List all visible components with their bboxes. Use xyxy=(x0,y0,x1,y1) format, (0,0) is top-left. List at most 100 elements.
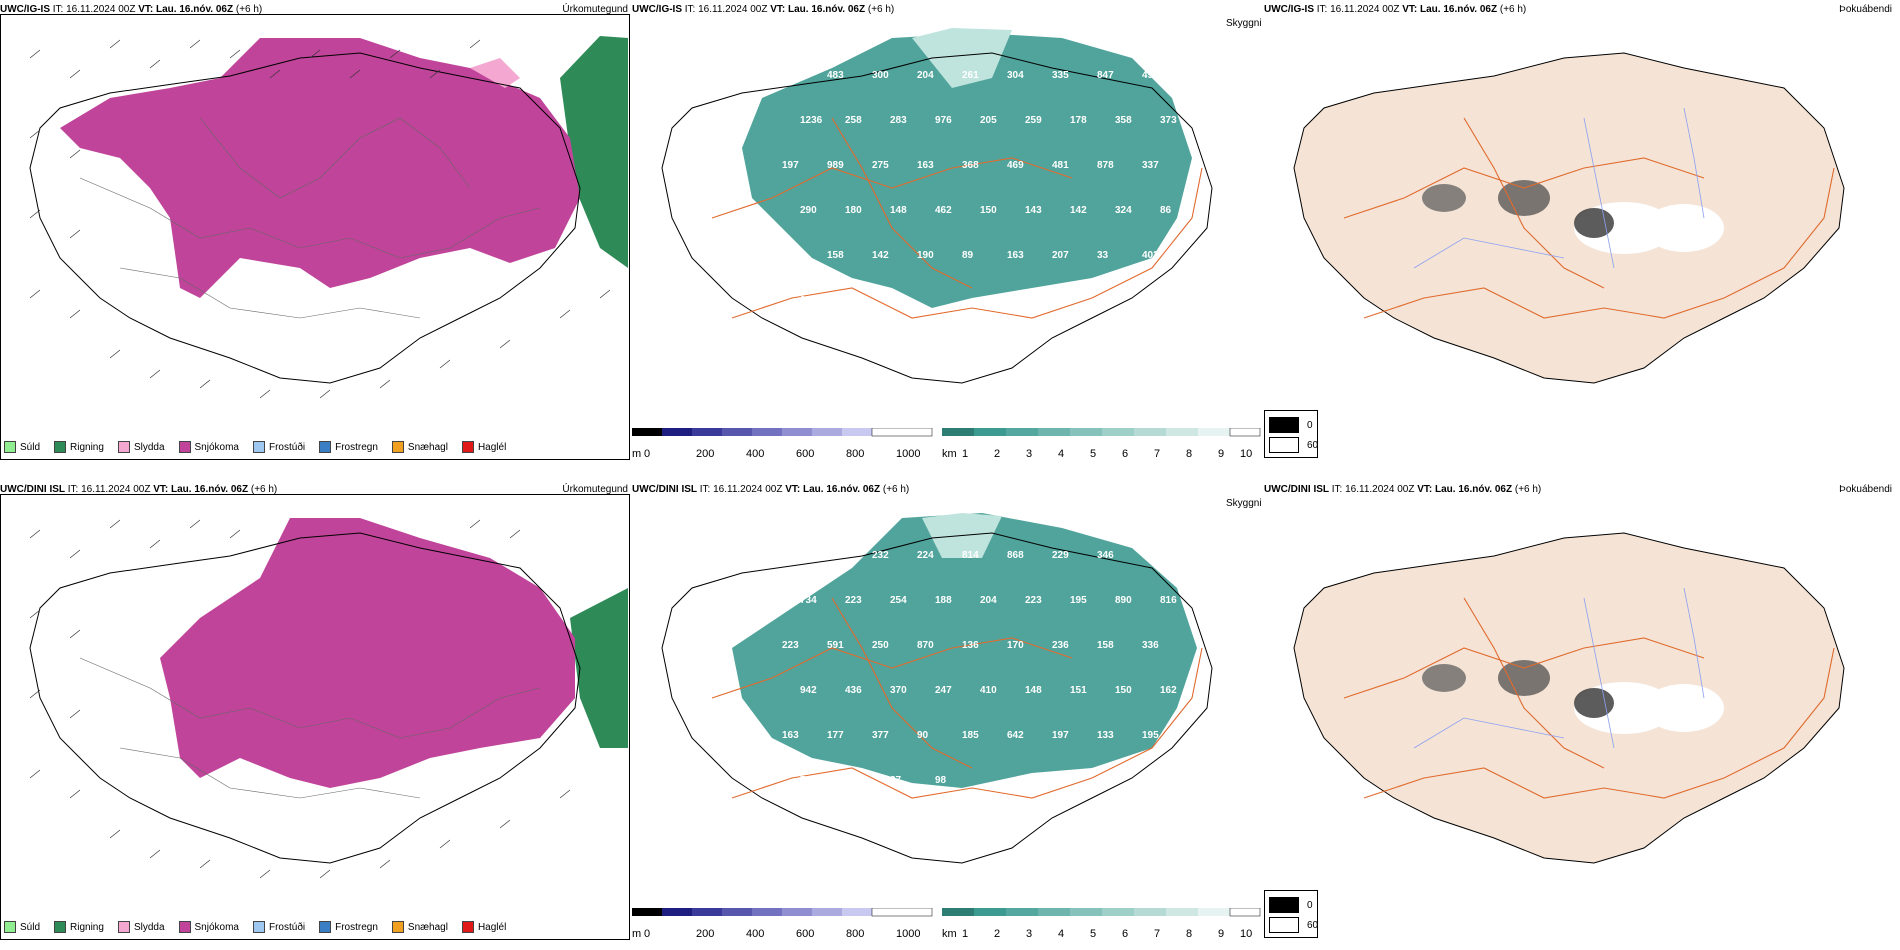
vis-tick: 5 xyxy=(1090,928,1097,940)
visibility-value: 250 xyxy=(872,640,889,651)
fog-legend-dark: 0 xyxy=(1269,897,1313,913)
map-frame xyxy=(0,494,630,940)
elev-tick: 600 xyxy=(796,928,815,940)
visibility-value: 162 xyxy=(1160,685,1177,696)
legend-item: Frostúði xyxy=(252,440,305,454)
legend-item: Frostregn xyxy=(319,920,378,934)
visibility-value: 224 xyxy=(917,550,934,561)
panel-header: UWC/IG-IS IT: 16.11.2024 00Z VT: Lau. 16… xyxy=(0,4,628,15)
vis-tick: 1 xyxy=(962,928,969,940)
visibility-value: 239 xyxy=(782,550,799,561)
visibility-value: 436 xyxy=(845,685,862,696)
visibility-values: 828 483 300 204 261 304 335 847 493 1236 258 283 976… xyxy=(782,70,1177,306)
legend-item: Frostregn xyxy=(319,440,378,454)
visibility-value: 158 xyxy=(827,250,844,261)
fog-legend-row1: 0 60 xyxy=(1264,410,1318,458)
visibility-value: 403 xyxy=(1142,250,1159,261)
visibility-value: 324 xyxy=(1115,205,1132,216)
elev-tick: 400 xyxy=(746,448,765,460)
elev-tick: 800 xyxy=(846,448,865,460)
visibility-value: 942 xyxy=(800,685,817,696)
visibility-value: 163 xyxy=(782,730,799,741)
visibility-value: 90 xyxy=(917,730,929,741)
legend-item: Rigning xyxy=(54,440,104,454)
visibility-value: 469 xyxy=(1007,160,1024,171)
visibility-value: 493 xyxy=(1142,70,1159,81)
visibility-value: 283 xyxy=(890,115,907,126)
visibility-value: 82 xyxy=(782,250,794,261)
visibility-value: 150 xyxy=(980,205,997,216)
vis-tick: 6 xyxy=(1122,448,1129,460)
elev-tick: 600 xyxy=(796,448,815,460)
visibility-value: 258 xyxy=(845,115,862,126)
precip-legend: Súld Rigning Slydda Snjókoma Frostúði Fr… xyxy=(4,920,506,934)
visibility-value: 195 xyxy=(1142,730,1159,741)
visibility-map: 239 246 232 224 814 868 229 346 325 734 223 254 188 2… xyxy=(661,513,1213,864)
visibility-value: 275 xyxy=(872,160,889,171)
visibility-value: 734 xyxy=(800,595,817,606)
visibility-colorbar xyxy=(942,428,1261,437)
vis-tick: 3 xyxy=(1026,928,1033,940)
visibility-value: 312 xyxy=(800,295,817,306)
visibility-value: 814 xyxy=(962,550,979,561)
legend-item: Haglél xyxy=(461,440,506,454)
visibility-value: 828 xyxy=(782,70,799,81)
visibility-value: 642 xyxy=(1007,730,1024,741)
fog-legend-row2: 0 60 xyxy=(1264,890,1318,938)
vis-tick: 8 xyxy=(1186,928,1193,940)
vis-tick: 5 xyxy=(1090,448,1097,460)
panel-header: UWC/DINI ISL IT: 16.11.2024 00Z VT: Lau.… xyxy=(632,484,910,495)
visibility-value: 368 xyxy=(962,160,979,171)
visibility-value: 178 xyxy=(1070,115,1087,126)
colorbars xyxy=(632,428,1261,437)
panel-title: Þokuábendi xyxy=(1839,484,1892,495)
visibility-value: 325 xyxy=(1142,550,1159,561)
vis-tick: 7 xyxy=(1154,448,1161,460)
visibility-value: 133 xyxy=(1097,730,1114,741)
visibility-value: 197 xyxy=(782,160,799,171)
visibility-value: 205 xyxy=(980,115,997,126)
legend-item: Snæhagl xyxy=(391,440,448,454)
elev-tick: 1000 xyxy=(896,928,921,940)
precip-type-map xyxy=(29,36,628,399)
vis-tick: 8 xyxy=(1186,448,1193,460)
visibility-value: 358 xyxy=(1115,115,1132,126)
vis-tick: 4 xyxy=(1058,928,1065,940)
visibility-value: 148 xyxy=(1025,685,1042,696)
legend-item: Frostúði xyxy=(252,920,305,934)
visibility-value: 204 xyxy=(917,70,934,81)
visibility-value: 148 xyxy=(890,205,907,216)
panel-header: UWC/DINI ISL IT: 16.11.2024 00Z VT: Lau.… xyxy=(1264,484,1892,495)
visibility-value: 335 xyxy=(1052,70,1069,81)
visibility-value: 177 xyxy=(827,730,844,741)
visibility-value: 37 xyxy=(890,775,902,786)
visibility-value: 236 xyxy=(1052,640,1069,651)
visibility-value: 976 xyxy=(935,115,952,126)
visibility-value: 223 xyxy=(1025,595,1042,606)
elev-tick: 1000 xyxy=(896,448,921,460)
visibility-value: 163 xyxy=(1007,250,1024,261)
legend-item: Rigning xyxy=(54,920,104,934)
visibility-value: 143 xyxy=(1025,205,1042,216)
visibility-panel-row2: UWC/DINI ISL IT: 16.11.2024 00Z VT: Lau.… xyxy=(632,480,1262,944)
visibility-value: 74 xyxy=(800,775,812,786)
legend-item: Slydda xyxy=(117,920,165,934)
visibility-value: 462 xyxy=(935,205,952,216)
panel-header: UWC/DINI ISL IT: 16.11.2024 00Z VT: Lau.… xyxy=(0,484,628,495)
elevation-colorbar xyxy=(632,908,933,917)
visibility-value: 207 xyxy=(1052,250,1069,261)
vis-tick: 10 xyxy=(1240,928,1253,940)
legend-item: Haglél xyxy=(461,920,506,934)
vis-tick: 1 xyxy=(962,448,969,460)
elevation-unit: m xyxy=(632,928,642,940)
fog-legend-light: 60 xyxy=(1269,437,1318,453)
visibility-value: 246 xyxy=(827,550,844,561)
visibility-value: 142 xyxy=(1070,205,1087,216)
vis-tick: 9 xyxy=(1218,448,1225,460)
visibility-value: 136 xyxy=(962,640,979,651)
elevation-unit: m xyxy=(632,448,642,460)
vis-tick: 3 xyxy=(1026,448,1033,460)
fog-index-map xyxy=(1293,52,1845,384)
elev-tick: 200 xyxy=(696,448,715,460)
visibility-value: 170 xyxy=(1007,640,1024,651)
